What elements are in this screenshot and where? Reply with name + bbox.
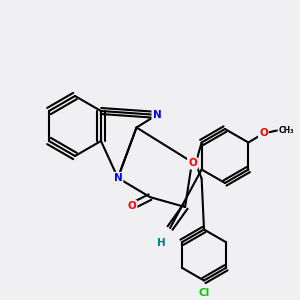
Text: Cl: Cl xyxy=(198,287,210,298)
Text: O: O xyxy=(128,201,136,211)
Text: S: S xyxy=(188,157,196,167)
Text: N: N xyxy=(113,173,122,183)
Text: CH₃: CH₃ xyxy=(278,126,294,135)
Text: H: H xyxy=(157,238,166,248)
Text: O: O xyxy=(188,158,197,169)
Text: N: N xyxy=(152,110,161,120)
Text: O: O xyxy=(259,128,268,139)
